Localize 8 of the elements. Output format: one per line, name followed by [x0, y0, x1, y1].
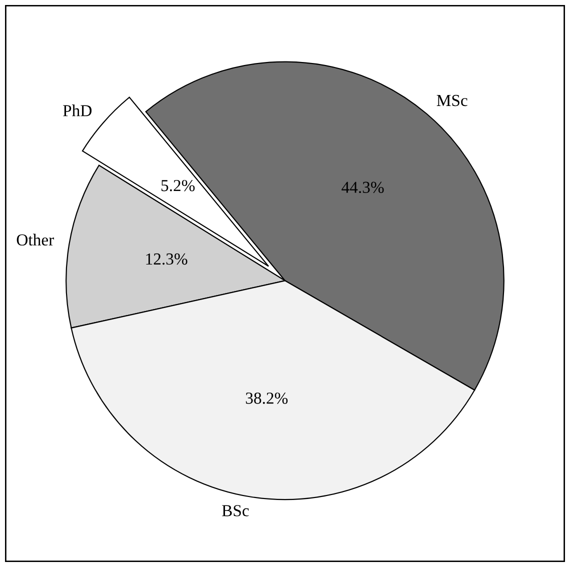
data-label: 38.2%	[246, 392, 288, 404]
slice-label: BSc	[222, 505, 249, 516]
data-label: 12.3%	[146, 253, 188, 265]
slice-label: MSc	[436, 94, 468, 106]
data-label: 5.2%	[162, 180, 195, 192]
slice-label: PhD	[63, 104, 92, 116]
slice-label: Other	[16, 234, 54, 246]
data-label: 44.3%	[342, 182, 384, 194]
